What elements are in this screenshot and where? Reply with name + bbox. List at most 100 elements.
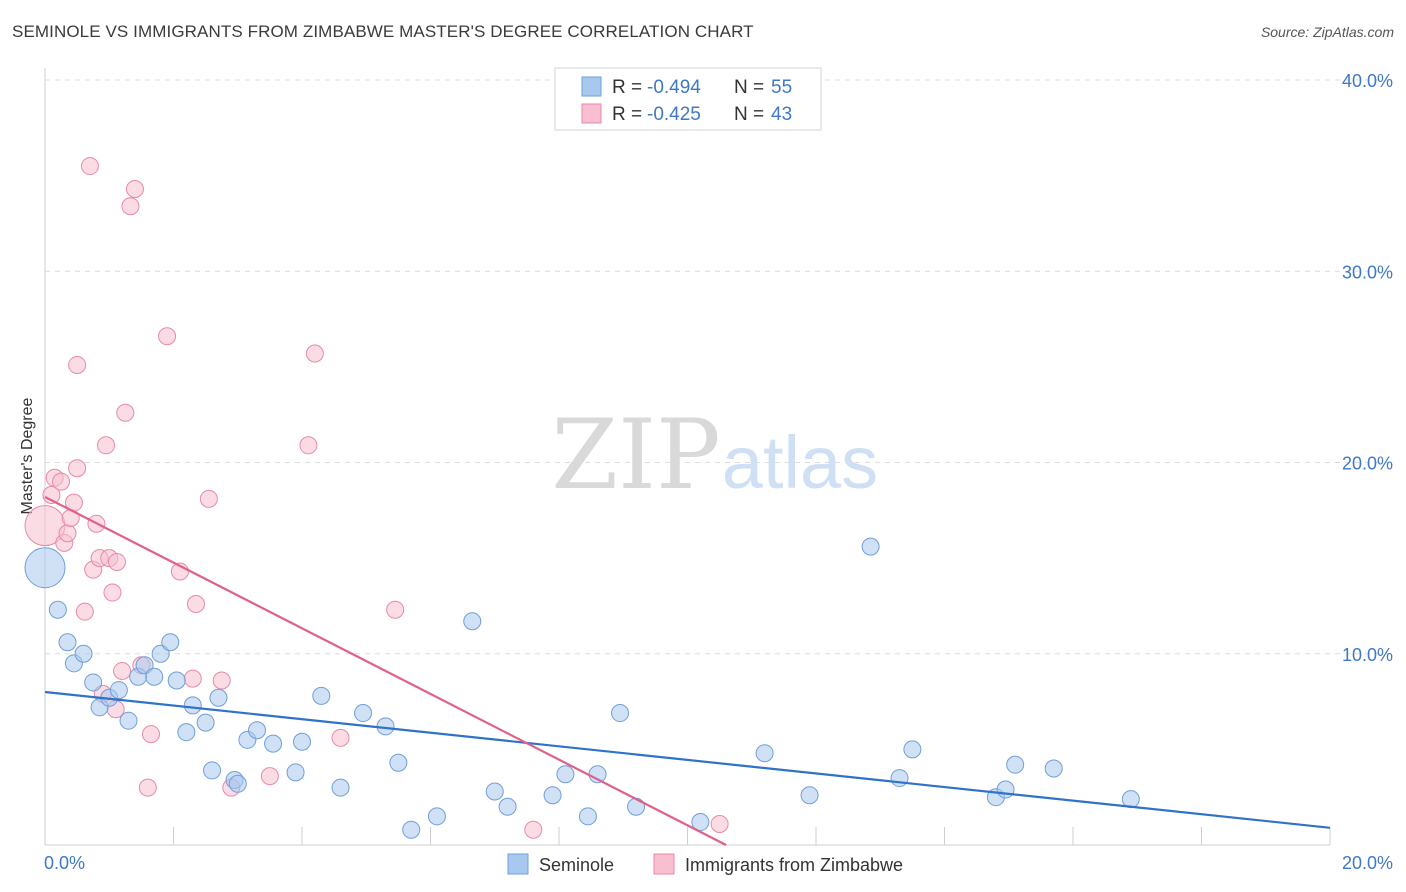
seminole-point <box>264 734 283 753</box>
seminole-point <box>286 763 305 782</box>
seminole-point <box>861 537 880 556</box>
zimbabwe-point <box>524 820 543 839</box>
zimbabwe-point <box>80 157 99 176</box>
seminole-point <box>293 732 311 751</box>
y-tick-label: 20.0% <box>1342 454 1393 474</box>
trend-lines <box>44 495 1331 846</box>
series-legend-swatch-zimbabwe <box>653 853 675 875</box>
zimbabwe-point <box>107 552 126 571</box>
seminole-point <box>755 744 774 763</box>
seminole-point <box>354 704 373 723</box>
zimbabwe-point <box>158 327 177 346</box>
seminole-point <box>611 704 630 723</box>
zimbabwe-point <box>121 197 140 216</box>
seminole-point <box>331 778 350 797</box>
series-legend: Seminole Immigrants from Zimbabwe <box>507 853 903 875</box>
zimbabwe-point <box>260 767 279 786</box>
seminole-point <box>24 547 66 589</box>
seminole-point <box>485 782 504 801</box>
zimbabwe-point <box>299 436 318 455</box>
seminole-point <box>1006 755 1025 774</box>
seminole-point <box>58 633 77 652</box>
seminole-point <box>109 681 128 700</box>
seminole-point <box>248 721 267 740</box>
seminole-point <box>800 786 819 805</box>
watermark-zip: ZIP <box>551 399 720 511</box>
seminole-point <box>903 740 922 759</box>
seminole-point <box>135 656 154 675</box>
series-legend-label-seminole: Seminole <box>539 855 614 875</box>
zimbabwe-point <box>710 814 729 833</box>
seminole-point <box>203 761 222 780</box>
seminole-point <box>151 644 170 663</box>
y-tick-label: 30.0% <box>1342 262 1393 282</box>
seminole-point <box>84 673 103 692</box>
seminole-point <box>196 713 215 732</box>
legend-n-value: 55 <box>771 77 792 98</box>
seminole-point <box>996 780 1015 799</box>
seminole-point <box>427 807 446 826</box>
seminole-point <box>402 820 421 839</box>
seminole-point <box>389 753 408 772</box>
seminole-point <box>183 696 202 715</box>
seminole-point <box>161 633 180 652</box>
seminole-point <box>543 786 562 805</box>
zimbabwe-point <box>52 472 71 491</box>
zimbabwe-point <box>386 600 405 619</box>
chart-title: SEMINOLE VS IMMIGRANTS FROM ZIMBABWE MAS… <box>12 22 754 41</box>
legend-swatch-zimbabwe <box>581 103 602 124</box>
seminole-point <box>228 774 247 793</box>
zimbabwe-point <box>113 661 132 680</box>
legend-n-label: N = <box>734 104 764 125</box>
seminole-point <box>119 711 138 730</box>
zimbabwe-point <box>186 595 205 614</box>
zimbabwe-point <box>58 524 77 543</box>
seminole-point <box>578 807 597 826</box>
seminole-point <box>145 667 164 686</box>
y-tick-label: 40.0% <box>1342 71 1393 91</box>
seminole-point <box>209 688 228 707</box>
zimbabwe-point <box>75 602 94 621</box>
x-tick-label: 0.0% <box>44 853 85 873</box>
seminole-point <box>177 723 196 742</box>
trend-line-seminole <box>44 690 1331 829</box>
gridlines <box>45 79 1390 655</box>
legend-n-value: 43 <box>771 104 792 125</box>
watermark: ZIP atlas <box>551 399 878 511</box>
seminole-point <box>627 797 646 816</box>
zimbabwe-point <box>199 489 218 508</box>
zimbabwe-point <box>103 583 122 602</box>
seminole-point <box>556 765 575 784</box>
x-tick-label: 20.0% <box>1342 853 1393 873</box>
seminole-point <box>74 644 93 663</box>
seminole-points <box>24 537 1140 839</box>
zimbabwe-point <box>125 180 144 199</box>
seminole-point <box>691 813 710 832</box>
zimbabwe-point <box>138 778 157 797</box>
legend-n-label: N = <box>734 77 764 98</box>
legend-r-value: -0.425 <box>647 104 701 125</box>
legend-r-value: -0.494 <box>647 77 701 98</box>
trend-line-zimbabwe <box>44 495 727 846</box>
seminole-point <box>463 612 482 631</box>
zimbabwe-point <box>68 355 87 374</box>
zimbabwe-point <box>305 344 324 363</box>
zimbabwe-point <box>97 436 116 455</box>
zimbabwe-point <box>212 671 231 690</box>
stats-legend: R = -0.494 N = 55 R = -0.425 N = 43 <box>554 67 822 131</box>
source-label: Source: ZipAtlas.com <box>1260 24 1394 40</box>
series-legend-swatch-seminole <box>507 853 529 875</box>
seminole-point <box>1044 759 1063 778</box>
legend-swatch-seminole <box>581 76 602 97</box>
seminole-point <box>167 671 186 690</box>
series-legend-label-zimbabwe: Immigrants from Zimbabwe <box>685 855 903 875</box>
zimbabwe-point <box>331 728 350 747</box>
zimbabwe-point <box>142 725 161 744</box>
zimbabwe-point <box>116 403 135 422</box>
zimbabwe-point <box>183 669 202 688</box>
tick-labels: 10.0% 20.0% 30.0% 40.0% 0.0% 20.0% <box>44 71 1393 873</box>
watermark-atlas: atlas <box>722 421 878 504</box>
legend-r-label: R = <box>612 77 642 98</box>
axes <box>44 68 1331 846</box>
